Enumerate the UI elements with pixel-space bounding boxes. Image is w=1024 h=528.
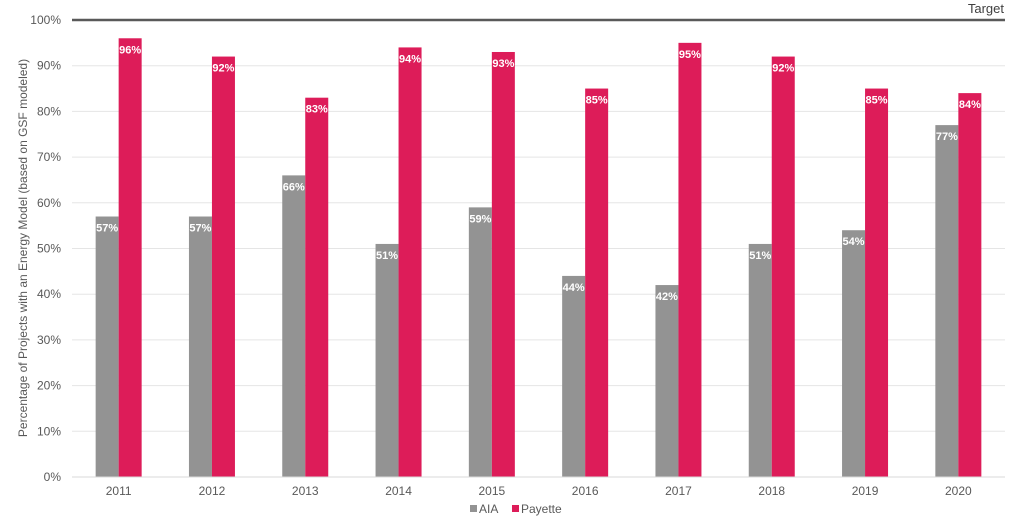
bar-payette xyxy=(865,88,889,478)
x-tick-label: 2019 xyxy=(852,484,879,498)
y-tick-label: 40% xyxy=(37,287,61,301)
legend-swatch-payette xyxy=(512,505,519,512)
legend: AIA Payette xyxy=(470,502,562,516)
data-label-aia: 57% xyxy=(96,223,118,235)
legend-swatch-aia xyxy=(470,505,477,512)
y-tick-label: 60% xyxy=(37,196,61,210)
y-tick-label: 80% xyxy=(37,104,61,118)
x-tick-label: 2013 xyxy=(292,484,319,498)
bar-aia xyxy=(95,216,119,477)
x-tick-label: 2011 xyxy=(106,484,132,498)
bar-payette xyxy=(305,97,329,477)
data-label-payette: 96% xyxy=(119,44,141,56)
bar-aia xyxy=(375,243,399,477)
bar-aia xyxy=(562,275,586,477)
y-axis-ticks: 0% 10% 20% 30% 40% 50% 60% 70% 80% 90% 100% xyxy=(30,13,61,484)
x-tick-label: 2015 xyxy=(478,484,505,498)
y-tick-label: 30% xyxy=(37,333,61,347)
bar-payette xyxy=(585,88,609,478)
bar-payette xyxy=(771,56,795,478)
x-tick-label: 2014 xyxy=(385,484,412,498)
data-label-aia: 57% xyxy=(189,223,211,235)
bar-aia xyxy=(188,216,212,477)
x-tick-label: 2016 xyxy=(572,484,599,498)
data-label-payette: 92% xyxy=(212,63,234,75)
y-axis-label: Percentage of Projects with an Energy Mo… xyxy=(16,59,30,437)
data-label-payette: 84% xyxy=(959,99,981,111)
data-label-aia: 51% xyxy=(376,250,398,262)
data-label-aia: 54% xyxy=(843,236,865,248)
bar-payette xyxy=(958,93,982,478)
data-labels: 57% 96% 57% 92% 66% 83% 51% 94% 59% 93% 44% 85% 42% 9… xyxy=(96,44,981,303)
bar-payette xyxy=(118,38,142,477)
bar-payette xyxy=(398,47,422,478)
data-label-aia: 51% xyxy=(749,250,771,262)
bars xyxy=(95,38,982,478)
bar-payette xyxy=(678,42,702,477)
legend-label-aia: AIA xyxy=(479,502,498,516)
bar-payette xyxy=(491,51,515,478)
bar-aia xyxy=(655,285,679,477)
data-label-aia: 66% xyxy=(283,181,305,193)
y-tick-label: 90% xyxy=(37,59,61,73)
data-label-aia: 77% xyxy=(936,131,958,143)
data-label-payette: 93% xyxy=(492,58,514,70)
bar-payette xyxy=(211,56,235,478)
data-label-aia: 59% xyxy=(469,213,491,225)
data-label-aia: 44% xyxy=(563,282,585,294)
bar-aia xyxy=(935,125,959,478)
x-axis-ticks: 2011 2012 2013 2014 2015 2016 2017 2018 2019 2020 xyxy=(106,484,972,498)
x-tick-label: 2012 xyxy=(199,484,226,498)
target-label: Target xyxy=(968,1,1005,16)
x-tick-label: 2020 xyxy=(945,484,972,498)
data-label-payette: 92% xyxy=(772,63,794,75)
y-tick-label: 0% xyxy=(44,470,62,484)
data-label-payette: 85% xyxy=(586,95,608,107)
data-label-payette: 85% xyxy=(866,95,888,107)
y-tick-label: 20% xyxy=(37,379,61,393)
legend-label-payette: Payette xyxy=(521,502,562,516)
data-label-aia: 42% xyxy=(656,291,678,303)
bar-aia xyxy=(842,230,866,477)
y-tick-label: 100% xyxy=(30,13,61,27)
data-label-payette: 83% xyxy=(306,104,328,116)
y-tick-label: 50% xyxy=(37,242,61,256)
x-tick-label: 2017 xyxy=(665,484,692,498)
x-tick-label: 2018 xyxy=(758,484,785,498)
data-label-payette: 94% xyxy=(399,53,421,65)
bar-aia xyxy=(468,207,492,477)
y-tick-label: 10% xyxy=(37,424,61,438)
data-label-payette: 95% xyxy=(679,49,701,61)
bar-aia xyxy=(282,175,306,477)
y-tick-label: 70% xyxy=(37,150,61,164)
bar-aia xyxy=(748,243,772,477)
